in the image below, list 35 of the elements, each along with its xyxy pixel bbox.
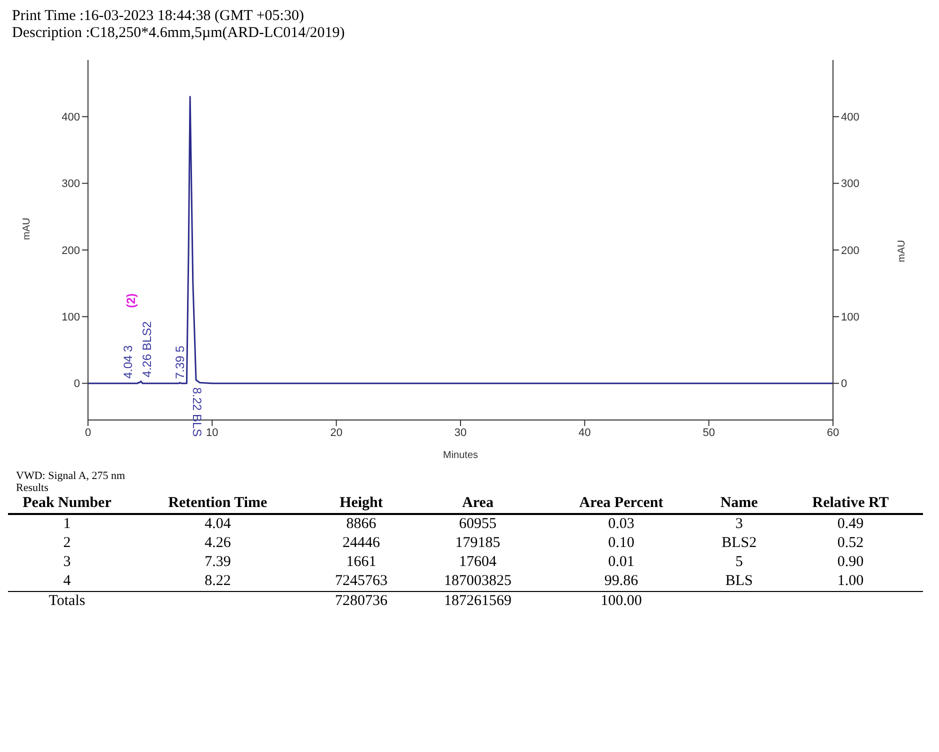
y2-axis-title: mAU (896, 240, 908, 262)
chart-title: Print Time :16-03-2023 18:44:38 (GMT +05:30) (11, 8, 305, 25)
annotation: (2) (124, 293, 138, 308)
y2-tick-label: 400 (841, 112, 860, 124)
text: VWD: Signal A, 275 nm Results (15, 470, 126, 494)
line-series (88, 96, 833, 384)
text: 1 4.04 8866 60955 0.03 3 0.49 (63, 516, 864, 532)
x-tick-label: 50 (702, 426, 715, 439)
y2-tick-label: 200 (841, 244, 860, 257)
annotation: 8.22 BLS (190, 387, 204, 437)
y2-tick-label: 300 (841, 178, 860, 190)
text: Totals 7280736 187261569 100.00 (48, 593, 642, 609)
y-tick-label: 200 (62, 244, 80, 257)
x-tick-label: 60 (826, 426, 840, 439)
y-axis-title: mAU (22, 218, 33, 240)
annotation: 4.26 BLS2 (140, 320, 154, 378)
x-axis-title: Minutes (442, 450, 478, 461)
x-tick-label: 30 (454, 426, 467, 439)
text: Peak Number Retention Time Height Area Area Percent Name Relative RT (22, 495, 889, 511)
y-tick-label: 400 (62, 112, 80, 124)
x-tick-label: 20 (330, 426, 342, 439)
annotation: 7.39 5 (172, 345, 187, 379)
y-tick-label: 0 (74, 378, 80, 390)
y2-tick-label: 0 (841, 378, 848, 390)
text: 2 4.26 24446 179185 0.10 BLS2 0.52 (63, 535, 864, 551)
x-tick-label: 10 (206, 426, 218, 439)
y-tick-label: 100 (62, 312, 80, 324)
chart-subtitle: Description :C18,250*4.6mm,5µm(ARD-LC014/2019) (11, 25, 346, 42)
x-tick-label: 40 (578, 426, 591, 439)
y-tick-label: 300 (62, 178, 80, 190)
text: 4 8.22 7245763 187003825 99.86 BLS 1.00 (63, 573, 864, 589)
text: 3 7.39 1661 17604 0.01 5 0.90 (63, 554, 864, 570)
y2-tick-label: 100 (841, 312, 860, 324)
annotation: 4.04 3 (121, 344, 136, 379)
x-tick-label: 0 (84, 426, 92, 439)
